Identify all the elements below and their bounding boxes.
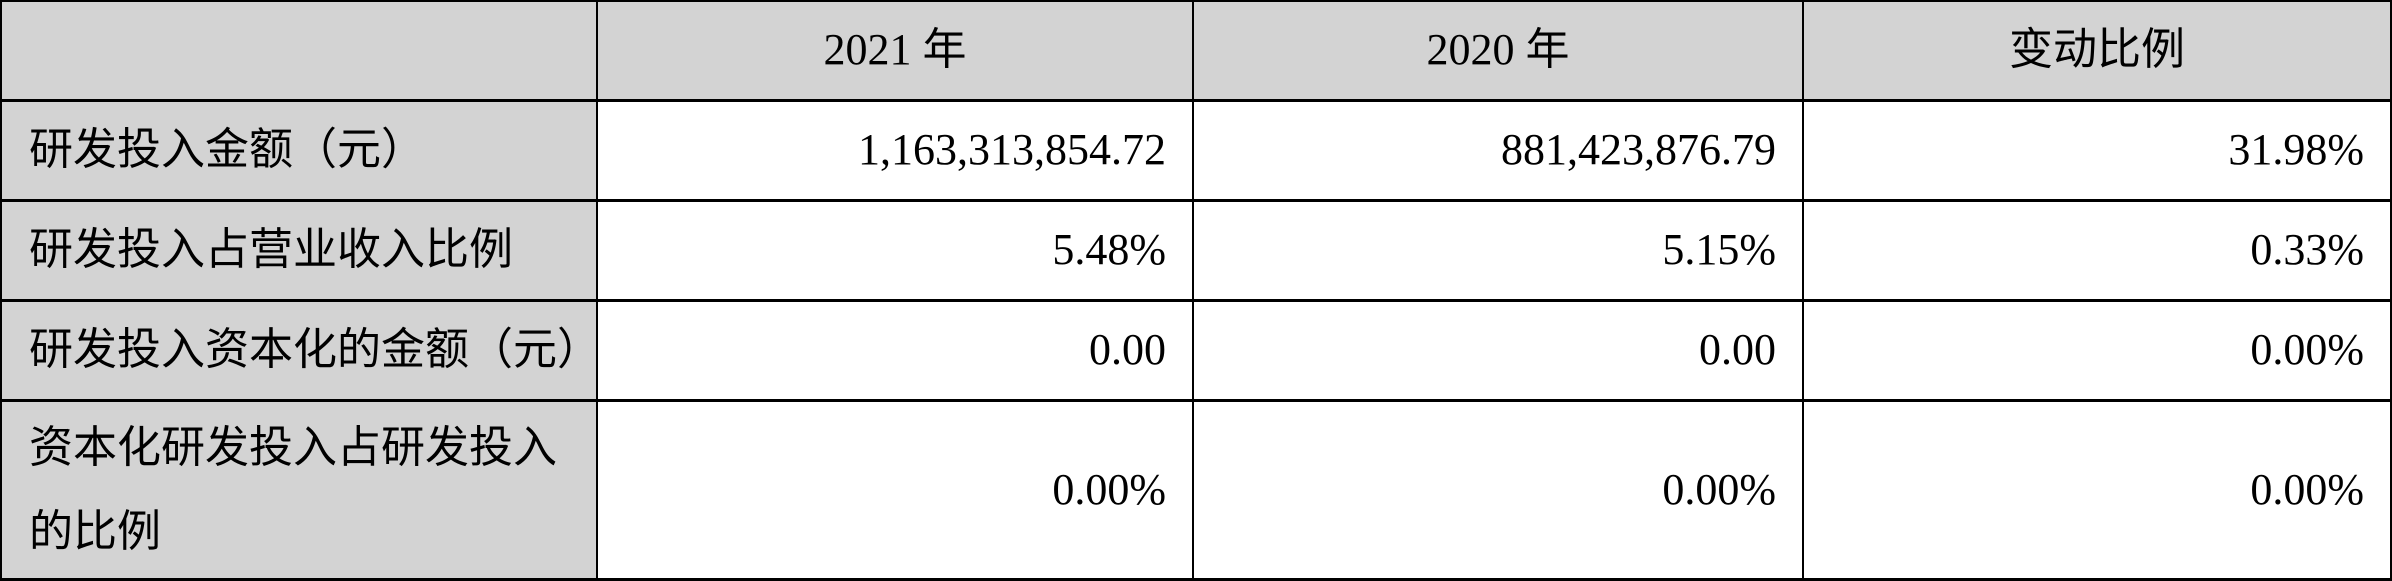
cell-value: 0.00% <box>1052 464 1166 514</box>
cell-capitalized-amount-change: 0.00% <box>1804 302 2390 399</box>
cell-value: 881,423,876.79 <box>1501 125 1776 175</box>
cell-value: 5.48% <box>1052 225 1166 275</box>
row-label-text: 资本化研发投入占研发投入的比例 <box>29 423 557 556</box>
cell-value: 0.33% <box>2250 225 2364 275</box>
row-label-capitalized-ratio: 资本化研发投入占研发投入的比例 <box>2 402 596 578</box>
cell-value: 0.00 <box>1089 325 1166 375</box>
cell-value: 5.15% <box>1662 225 1776 275</box>
cell-value: 31.98% <box>2228 125 2364 175</box>
cell-capitalized-amount-2021: 0.00 <box>598 302 1192 399</box>
row-label-capitalized-amount: 研发投入资本化的金额（元） <box>2 302 596 399</box>
cell-rd-revenue-ratio-change: 0.33% <box>1804 202 2390 299</box>
header-change-ratio: 变动比例 <box>1804 2 2390 99</box>
row-label-rd-amount: 研发投入金额（元） <box>2 102 596 199</box>
header-2020-label: 2020 年 <box>1426 25 1570 75</box>
header-2021: 2021 年 <box>598 2 1192 99</box>
cell-rd-revenue-ratio-2020: 5.15% <box>1194 202 1802 299</box>
cell-rd-amount-2020: 881,423,876.79 <box>1194 102 1802 199</box>
row-label-rd-revenue-ratio: 研发投入占营业收入比例 <box>2 202 596 299</box>
header-2021-label: 2021 年 <box>823 25 967 75</box>
cell-rd-revenue-ratio-2021: 5.48% <box>598 202 1192 299</box>
cell-capitalized-ratio-2021: 0.00% <box>598 402 1192 578</box>
row-label-text: 研发投入占营业收入比例 <box>29 225 513 275</box>
header-change-ratio-label: 变动比例 <box>2009 25 2185 75</box>
cell-value: 1,163,313,854.72 <box>858 125 1166 175</box>
cell-value: 0.00% <box>2250 464 2364 514</box>
cell-rd-amount-change: 31.98% <box>1804 102 2390 199</box>
cell-capitalized-amount-2020: 0.00 <box>1194 302 1802 399</box>
cell-value: 0.00 <box>1699 325 1776 375</box>
header-2020: 2020 年 <box>1194 2 1802 99</box>
row-label-text: 研发投入金额（元） <box>29 125 425 175</box>
cell-value: 0.00% <box>2250 325 2364 375</box>
cell-value: 0.00% <box>1662 464 1776 514</box>
cell-capitalized-ratio-change: 0.00% <box>1804 402 2390 578</box>
cell-capitalized-ratio-2020: 0.00% <box>1194 402 1802 578</box>
cell-rd-amount-2021: 1,163,313,854.72 <box>598 102 1192 199</box>
row-label-text: 研发投入资本化的金额（元） <box>29 325 596 375</box>
header-corner-cell <box>2 2 596 99</box>
